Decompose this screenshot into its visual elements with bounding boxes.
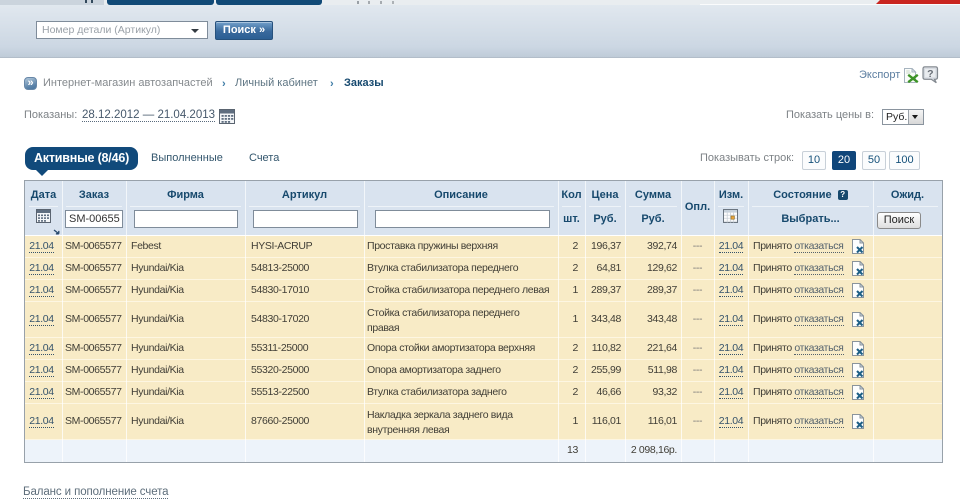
- svg-text:?: ?: [927, 68, 933, 80]
